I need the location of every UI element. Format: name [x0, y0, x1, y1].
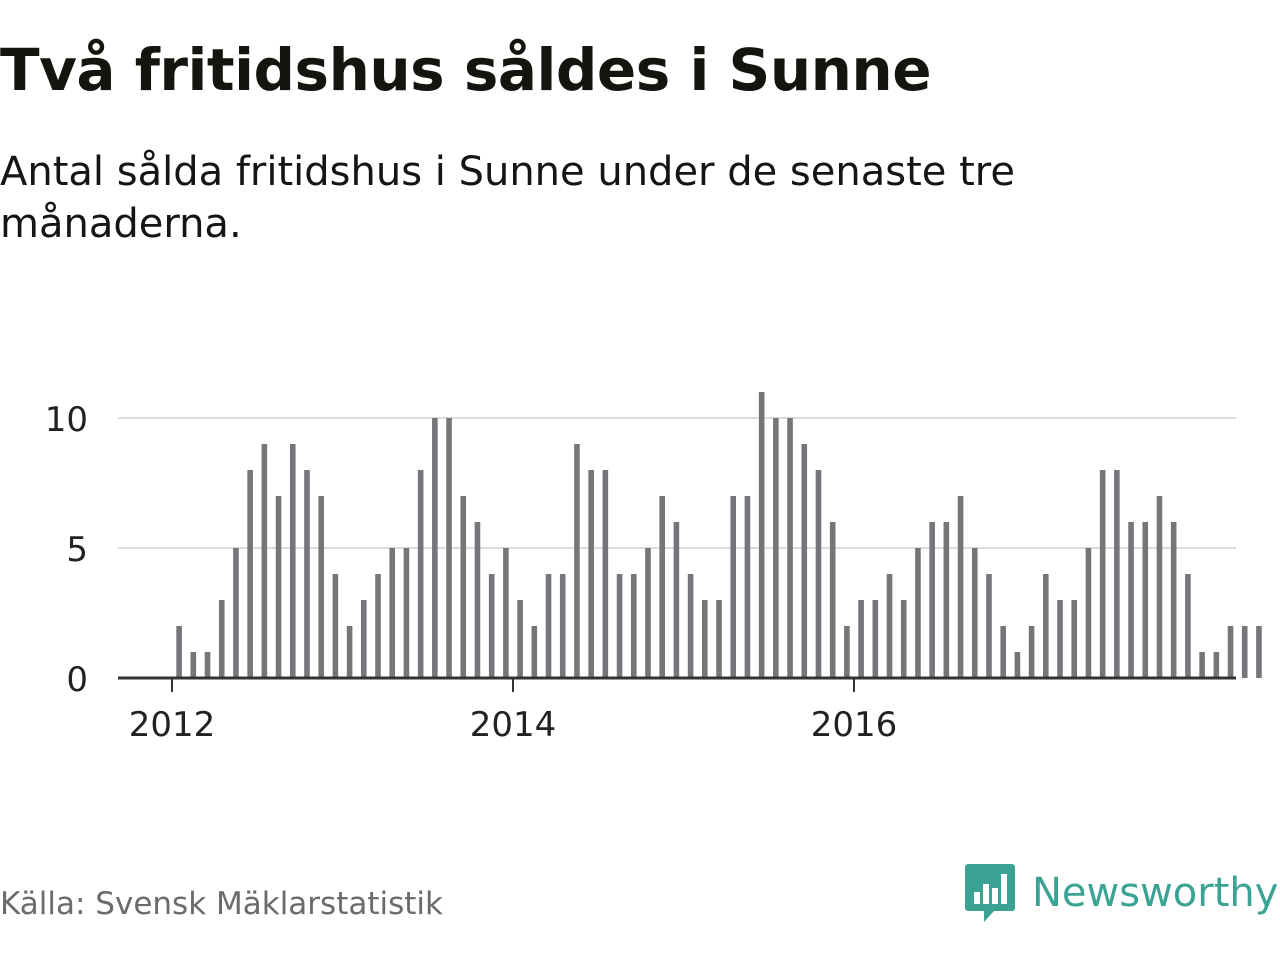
- bar: [1028, 626, 1035, 678]
- bar: [446, 418, 452, 678]
- bar: [1227, 626, 1234, 678]
- bar: [517, 600, 523, 678]
- y-tick-label: 10: [45, 400, 88, 440]
- bar: [900, 600, 907, 678]
- bar: [744, 496, 751, 678]
- bar: [190, 652, 197, 678]
- bar: [474, 522, 481, 678]
- bar: [844, 626, 850, 678]
- bar: [929, 522, 935, 678]
- bar: [616, 574, 623, 678]
- bar: [1071, 600, 1078, 678]
- brand-logo: Newsworthy: [964, 862, 1278, 924]
- bar: [1185, 574, 1191, 678]
- bar: [602, 470, 609, 678]
- bar: [702, 600, 708, 678]
- bar: [673, 522, 680, 678]
- bar: [176, 626, 182, 678]
- bar: [1241, 626, 1248, 678]
- bar: [588, 470, 594, 678]
- bar: [204, 652, 211, 678]
- bar: [1099, 470, 1106, 678]
- bar: [716, 600, 722, 678]
- page-title: Två fritidshus såldes i Sunne: [0, 36, 932, 104]
- bar: [1057, 600, 1063, 678]
- bar: [730, 496, 737, 678]
- bar-chart: 05102201220142016201920212023: [45, 392, 1262, 745]
- y-tick-label: 0: [66, 660, 88, 700]
- bar: [289, 444, 296, 678]
- bar: [829, 522, 836, 678]
- bar: [1114, 470, 1120, 678]
- bar: [531, 626, 538, 678]
- bar: [915, 548, 921, 678]
- bar: [815, 470, 822, 678]
- bar: [787, 418, 793, 678]
- bar: [417, 470, 424, 678]
- brand-name: Newsworthy: [1032, 870, 1279, 916]
- bar: [1213, 652, 1220, 678]
- bar: [375, 574, 381, 678]
- bar: [460, 496, 467, 678]
- bar: [247, 470, 253, 678]
- bar: [1199, 652, 1205, 678]
- bar: [361, 600, 367, 678]
- bar: [1085, 548, 1092, 678]
- source-credit: Källa: Svensk Mäklarstatistik: [0, 886, 443, 922]
- bar: [1170, 522, 1177, 678]
- bar: [1256, 626, 1262, 678]
- bar: [943, 522, 950, 678]
- bar: [261, 444, 268, 678]
- bar: [858, 600, 864, 678]
- bar: [758, 392, 765, 678]
- x-tick-label: 2016: [811, 705, 898, 745]
- bar: [346, 626, 353, 678]
- bar: [687, 574, 694, 678]
- bar: [233, 548, 239, 678]
- y-tick-label: 5: [66, 530, 88, 570]
- bar: [332, 574, 339, 678]
- bar: [304, 470, 310, 678]
- bar: [1000, 626, 1006, 678]
- bar: [872, 600, 879, 678]
- bar: [1156, 496, 1163, 678]
- bar: [403, 548, 410, 678]
- bar: [1043, 574, 1049, 678]
- bar: [389, 548, 396, 678]
- bar: [574, 444, 580, 678]
- bar: [801, 444, 808, 678]
- bar: [630, 574, 637, 678]
- bar: [971, 548, 978, 678]
- x-tick-label: 2014: [470, 705, 557, 745]
- bar: [318, 496, 324, 678]
- bar: [645, 548, 651, 678]
- bar: [986, 574, 992, 678]
- bar: [1014, 652, 1021, 678]
- bar-chart-speech-bubble-icon: [965, 864, 1015, 922]
- bar: [218, 600, 225, 678]
- bar: [488, 574, 495, 678]
- bar: [886, 574, 893, 678]
- chart-subtitle: Antal sålda fritidshus i Sunne under de …: [0, 149, 1015, 247]
- bar: [1128, 522, 1134, 678]
- x-tick-label: 2012: [129, 705, 216, 745]
- bar: [659, 496, 665, 678]
- bar: [545, 574, 552, 678]
- bar: [432, 418, 438, 678]
- bar: [957, 496, 964, 678]
- bar: [1142, 522, 1149, 678]
- bar: [275, 496, 282, 678]
- bar: [559, 574, 566, 678]
- bar: [773, 418, 779, 678]
- bar: [503, 548, 509, 678]
